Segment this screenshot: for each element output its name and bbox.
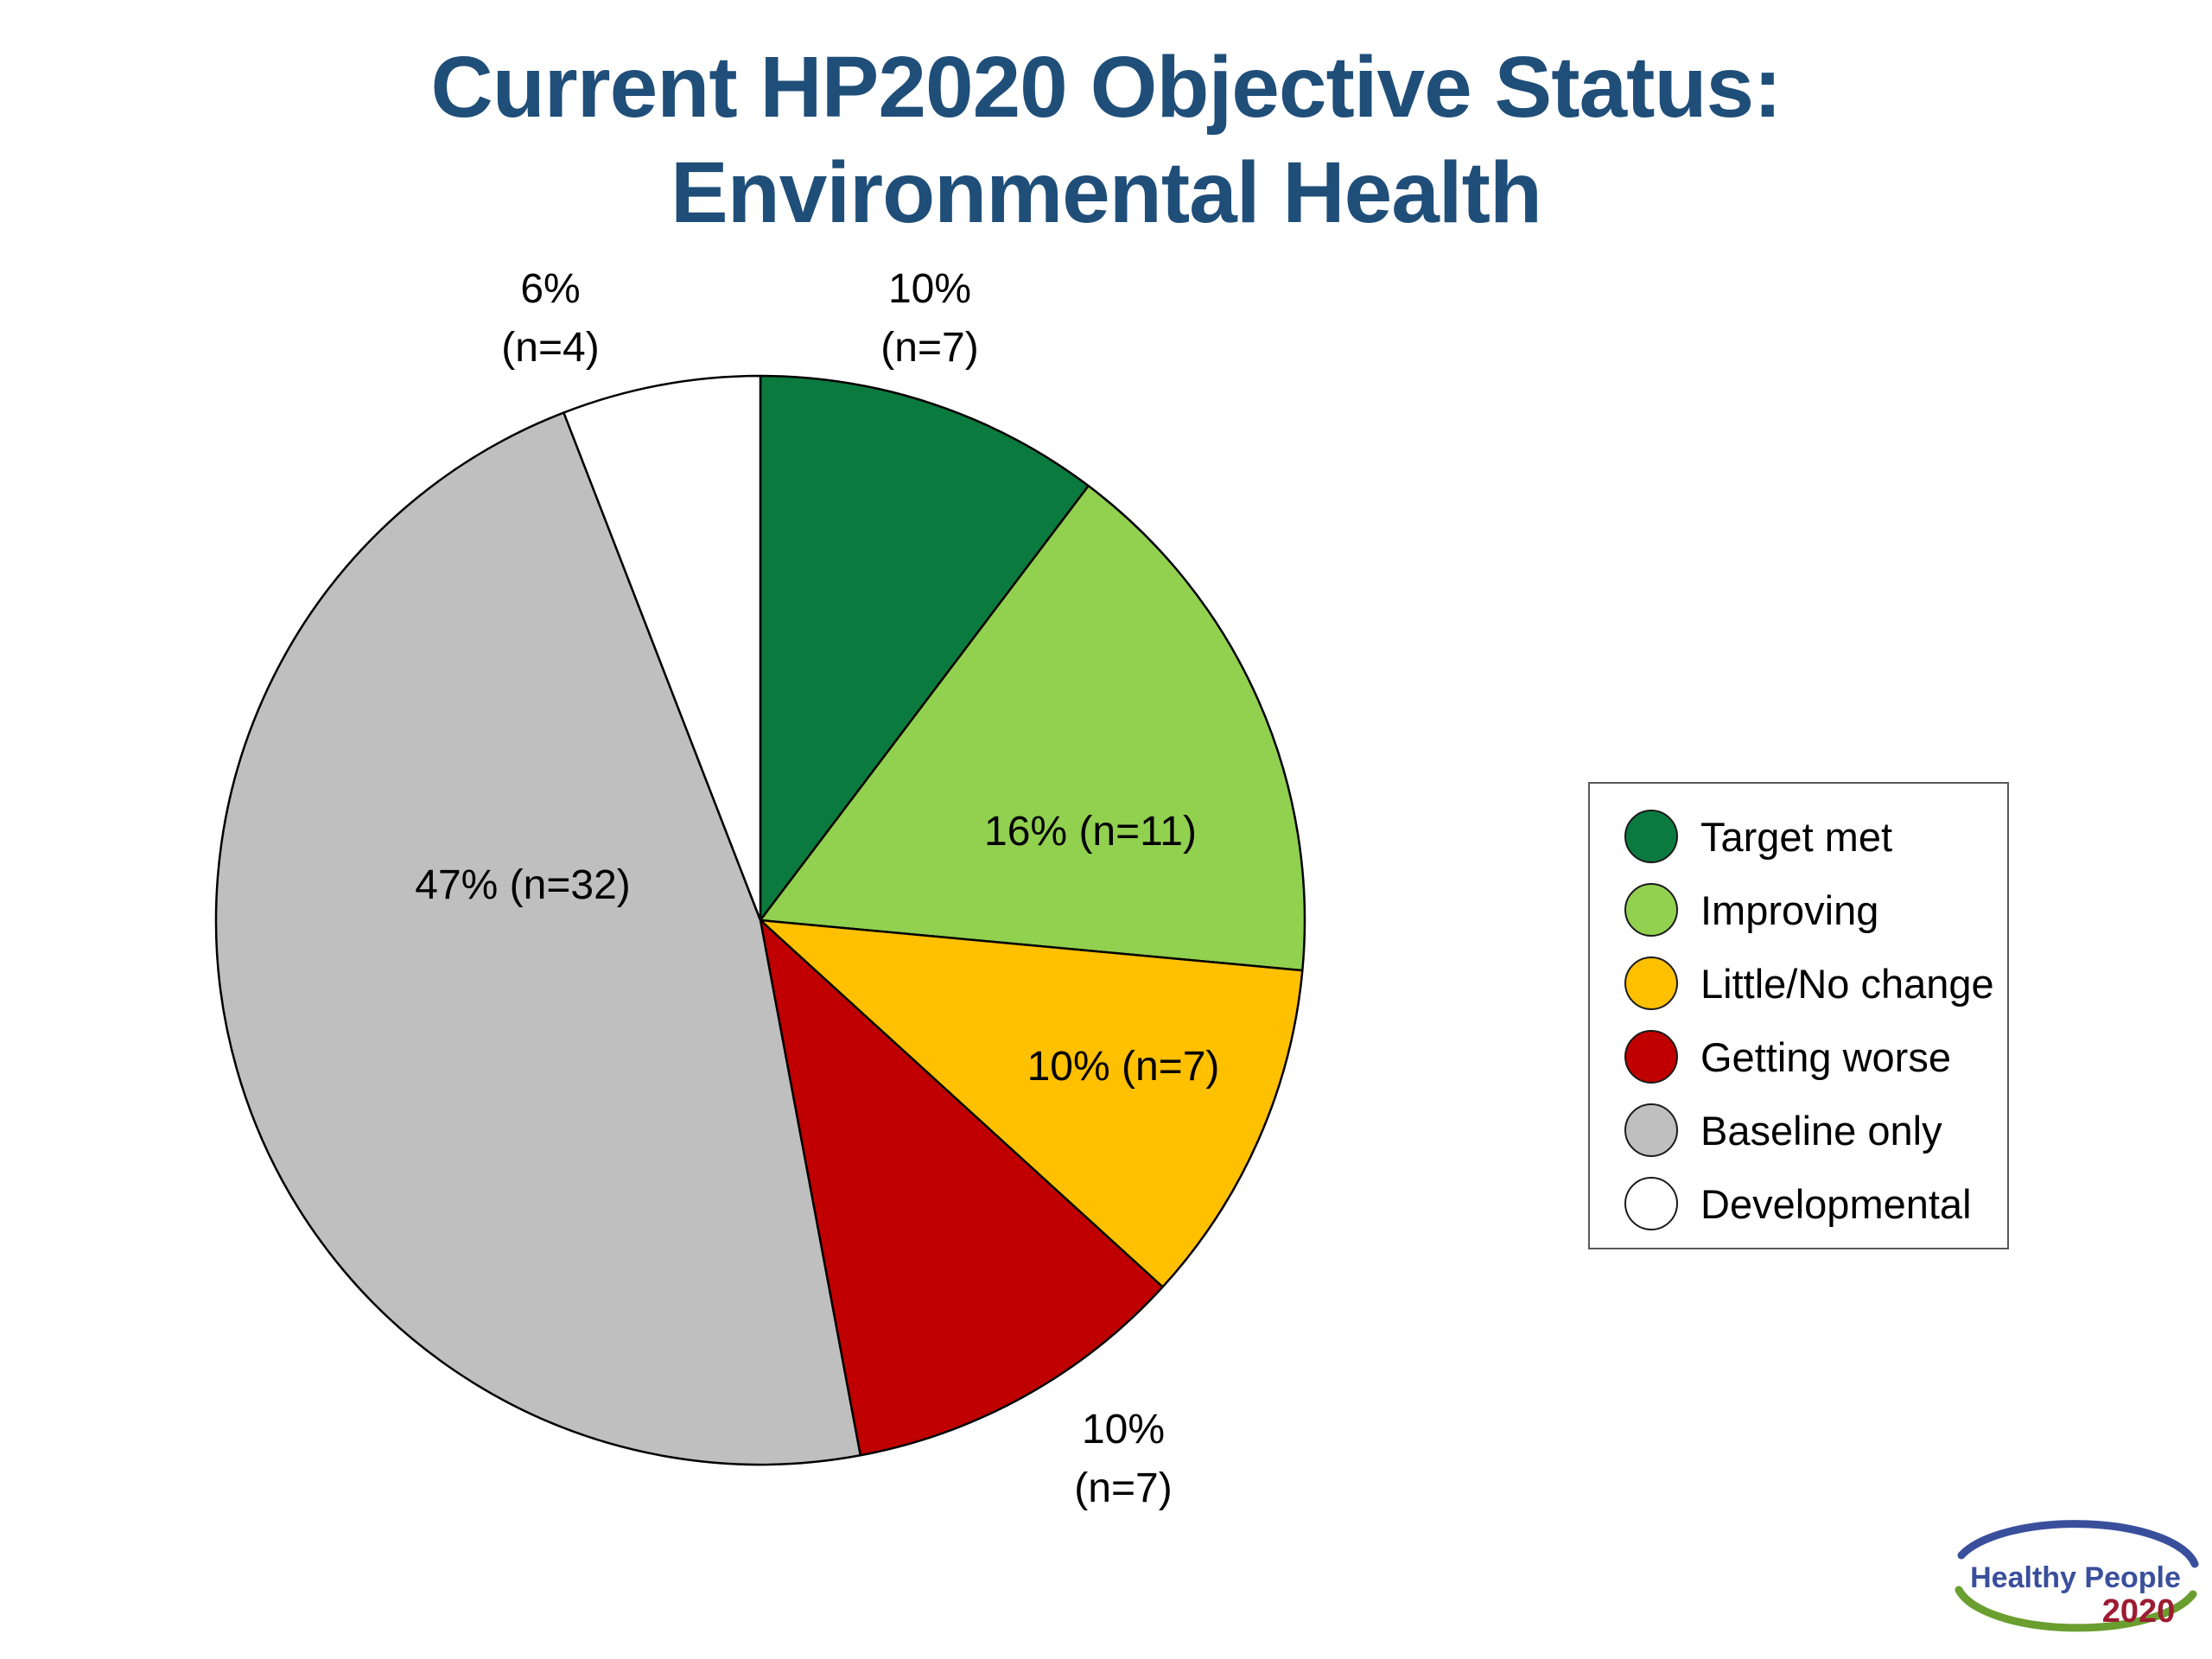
svg-text:(n=7): (n=7)	[1074, 1465, 1172, 1511]
svg-text:16% (n=11): 16% (n=11)	[984, 809, 1197, 855]
svg-text:2020: 2020	[2102, 1593, 2176, 1630]
svg-text:10%: 10%	[888, 266, 971, 312]
svg-text:Healthy People: Healthy People	[1970, 1561, 2181, 1594]
svg-text:6%: 6%	[520, 266, 580, 312]
svg-text:(n=7): (n=7)	[880, 325, 978, 371]
svg-text:(n=4): (n=4)	[501, 325, 599, 371]
svg-text:47% (n=32): 47% (n=32)	[415, 862, 631, 908]
svg-text:10% (n=7): 10% (n=7)	[1027, 1044, 1220, 1090]
svg-text:10%: 10%	[1082, 1407, 1165, 1452]
